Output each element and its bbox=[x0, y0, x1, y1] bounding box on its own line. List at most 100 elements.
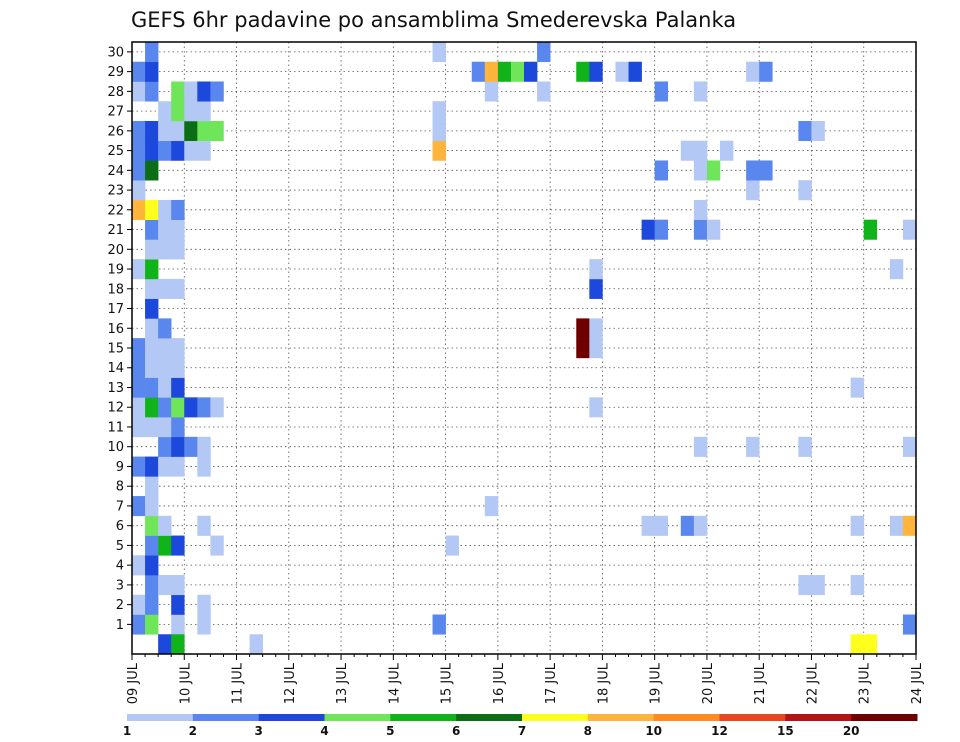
heatmap-cell bbox=[145, 199, 159, 220]
heatmap-cell bbox=[184, 397, 198, 418]
heatmap-cell bbox=[432, 42, 446, 63]
heatmap-cell bbox=[746, 61, 760, 82]
heatmap-cell bbox=[902, 515, 917, 536]
heatmap-cell bbox=[158, 338, 172, 359]
heatmap-cell bbox=[132, 120, 146, 142]
heatmap-cell bbox=[589, 338, 603, 359]
heatmap-cell bbox=[132, 199, 146, 220]
heatmap-cells bbox=[132, 42, 917, 655]
colorbar-swatch bbox=[127, 714, 194, 721]
heatmap-cell bbox=[132, 357, 146, 378]
colorbar-swatch bbox=[522, 714, 589, 721]
heatmap-cell bbox=[158, 436, 172, 457]
y-tick-label: 10 bbox=[107, 440, 124, 455]
y-tick-label: 4 bbox=[116, 559, 124, 574]
colorbar-swatch bbox=[785, 714, 852, 721]
heatmap-cell bbox=[746, 436, 760, 457]
heatmap-cell bbox=[132, 81, 146, 102]
heatmap-cell bbox=[171, 377, 185, 398]
heatmap-cell bbox=[902, 219, 917, 240]
heatmap-cell bbox=[145, 140, 159, 161]
heatmap-cell bbox=[132, 594, 146, 615]
heatmap-cell bbox=[576, 318, 590, 339]
heatmap-cell bbox=[811, 575, 825, 596]
heatmap-cell bbox=[145, 318, 159, 339]
heatmap-cell bbox=[158, 357, 172, 378]
colorbar-swatch bbox=[719, 714, 786, 721]
heatmap-cell bbox=[641, 515, 655, 536]
heatmap-cell bbox=[145, 476, 159, 497]
y-axis-ticks: 1234567891011121314151617181920212223242… bbox=[107, 45, 132, 633]
heatmap-cell bbox=[145, 614, 159, 635]
heatmap-cell bbox=[863, 219, 878, 240]
heatmap-cell bbox=[158, 575, 172, 596]
heatmap-cell bbox=[197, 120, 211, 142]
y-tick-label: 8 bbox=[116, 480, 124, 495]
heatmap-cell bbox=[576, 61, 590, 82]
colorbar-legend: 1 2 3 4 5 6 7 8 10 12 15 20 bbox=[123, 714, 918, 738]
y-tick-label: 29 bbox=[107, 65, 124, 80]
heatmap-cell bbox=[680, 515, 695, 536]
heatmap-cell bbox=[484, 496, 499, 517]
heatmap-cell bbox=[158, 219, 172, 240]
heatmap-cell bbox=[889, 515, 904, 536]
heatmap-cell bbox=[693, 81, 708, 102]
colorbar-label: 12 bbox=[711, 724, 728, 738]
heatmap-cell bbox=[158, 278, 172, 299]
heatmap-cell bbox=[145, 278, 159, 299]
heatmap-cell bbox=[484, 81, 499, 102]
x-tick-label: 17 JUL bbox=[544, 662, 559, 704]
heatmap-cell bbox=[471, 61, 486, 82]
heatmap-cell bbox=[171, 81, 185, 102]
y-tick-label: 3 bbox=[116, 578, 124, 593]
heatmap-cell bbox=[171, 575, 185, 596]
heatmap-cell bbox=[210, 397, 224, 418]
x-tick-label: 12 JUL bbox=[283, 662, 298, 704]
heatmap-cell bbox=[132, 417, 146, 438]
heatmap-cell bbox=[589, 278, 603, 299]
x-tick-label: 15 JUL bbox=[440, 662, 455, 704]
y-tick-label: 6 bbox=[116, 519, 124, 534]
heatmap-cell bbox=[132, 377, 146, 398]
y-tick-label: 13 bbox=[107, 381, 124, 396]
heatmap-cell bbox=[445, 535, 459, 556]
heatmap-cell bbox=[850, 377, 865, 398]
y-tick-label: 9 bbox=[116, 460, 124, 475]
heatmap-cell bbox=[654, 160, 669, 181]
colorbar-label: 3 bbox=[254, 724, 262, 738]
heatmap-cell bbox=[158, 239, 172, 260]
heatmap-cell bbox=[145, 219, 159, 240]
heatmap-cell bbox=[132, 140, 146, 161]
heatmap-cell bbox=[706, 160, 721, 181]
colorbar-label: 20 bbox=[843, 724, 860, 738]
heatmap-cell bbox=[798, 120, 812, 142]
heatmap-cell bbox=[158, 535, 172, 556]
heatmap-cell bbox=[249, 634, 263, 655]
heatmap-cell bbox=[158, 120, 172, 142]
heatmap-cell bbox=[654, 515, 669, 536]
heatmap-cell bbox=[537, 81, 551, 102]
heatmap-cell bbox=[145, 496, 159, 517]
heatmap-cell bbox=[171, 239, 185, 260]
heatmap-cell bbox=[132, 397, 146, 418]
colorbar-label: 8 bbox=[584, 724, 592, 738]
y-tick-label: 30 bbox=[107, 45, 124, 60]
heatmap-cell bbox=[850, 515, 865, 536]
heatmap-cell bbox=[510, 61, 525, 82]
heatmap-cell bbox=[197, 101, 211, 122]
heatmap-cell bbox=[171, 219, 185, 240]
y-tick-label: 21 bbox=[107, 223, 124, 238]
heatmap-cell bbox=[184, 436, 198, 457]
colorbar-swatch bbox=[587, 714, 655, 721]
heatmap-cell bbox=[171, 120, 185, 142]
colorbar-label: 2 bbox=[189, 724, 197, 738]
colorbar-swatch bbox=[258, 714, 325, 721]
x-tick-label: 10 JUL bbox=[178, 662, 193, 704]
heatmap-cell bbox=[589, 61, 603, 82]
y-tick-label: 14 bbox=[107, 361, 124, 376]
y-tick-label: 23 bbox=[107, 184, 124, 199]
heatmap-cell bbox=[132, 456, 146, 477]
x-tick-label: 18 JUL bbox=[596, 662, 611, 704]
colorbar-swatch bbox=[324, 714, 391, 721]
